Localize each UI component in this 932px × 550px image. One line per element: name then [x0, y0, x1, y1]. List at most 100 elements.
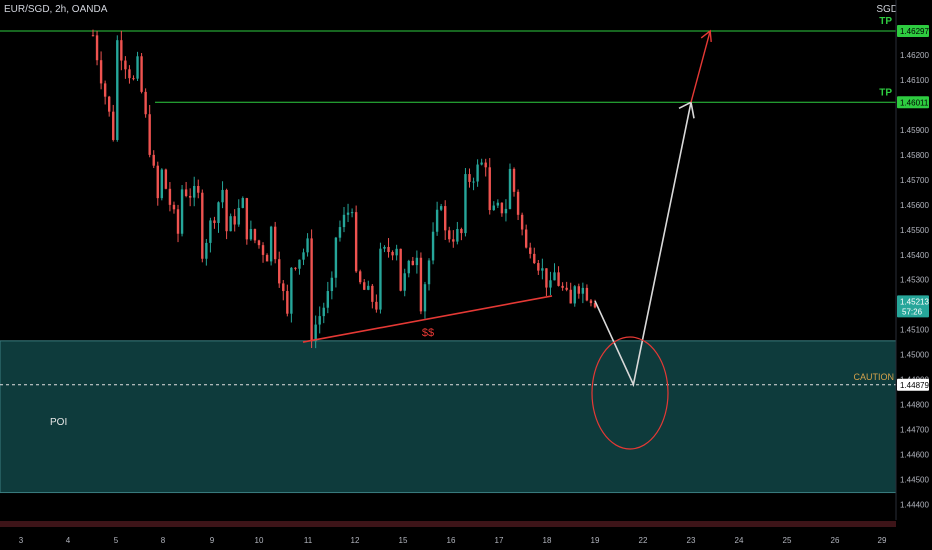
candle-body	[569, 289, 572, 304]
candle-body	[444, 206, 447, 231]
y-tick-label: 1.45900	[900, 126, 929, 135]
candle-body	[184, 189, 188, 196]
x-tick-label: 4	[66, 536, 71, 545]
candle-body	[294, 267, 297, 269]
candle-body	[261, 245, 265, 255]
candle-body	[302, 252, 305, 260]
candle-body	[423, 284, 427, 312]
candle-body	[269, 226, 273, 262]
last-price-tag: 1.45213	[900, 297, 929, 306]
candle-body	[346, 212, 350, 215]
x-tick-label: 25	[783, 536, 792, 545]
chart-header-symbol: EUR/SGD, 2h, OANDA	[4, 4, 108, 15]
candle-body	[152, 154, 155, 166]
y-tick-label: 1.45500	[900, 226, 929, 235]
candle-body	[573, 286, 576, 304]
caution-price-tag-bg	[897, 378, 929, 391]
candle-body	[99, 60, 103, 84]
tp1-price-tag: 1.46297	[900, 27, 929, 36]
candle-body	[91, 35, 95, 37]
candle-body	[391, 251, 394, 256]
candle-body	[403, 273, 406, 291]
target-arrowhead	[700, 29, 712, 43]
candle-body	[464, 174, 467, 234]
x-tick-label: 17	[495, 536, 504, 545]
candle-body	[326, 291, 330, 308]
candle-body	[395, 248, 398, 256]
candle-body	[172, 204, 176, 210]
x-tick-label: 15	[399, 536, 408, 545]
candle-body	[448, 230, 451, 240]
candle-body	[103, 83, 107, 97]
candle-body	[128, 69, 131, 79]
bottom-band	[0, 521, 896, 527]
y-tick-label: 1.46200	[900, 51, 929, 60]
candle-body	[168, 188, 172, 205]
candle-body	[545, 268, 548, 288]
candle-body	[229, 216, 232, 232]
candle-body	[427, 260, 431, 285]
candle-body	[278, 259, 281, 284]
candle-body	[322, 307, 325, 317]
y-tick-label: 1.45800	[900, 151, 929, 160]
poi-label: POI	[50, 417, 67, 428]
candle-body	[132, 78, 135, 80]
y-tick-label: 1.44600	[900, 450, 929, 459]
candle-body	[492, 205, 495, 211]
candle-body	[318, 316, 321, 325]
candle-body	[561, 285, 564, 288]
y-tick-label: 1.45000	[900, 351, 929, 360]
candle-body	[310, 238, 313, 342]
projection-path	[594, 102, 692, 388]
liquidity-label: $$	[422, 327, 434, 339]
poi-zone	[0, 340, 897, 494]
candle-body	[140, 56, 143, 92]
candle-body	[593, 303, 597, 308]
candle-body	[112, 111, 115, 140]
candle-body	[541, 268, 544, 271]
candle-body	[553, 272, 556, 281]
price-axis-currency: SGD	[876, 4, 898, 15]
x-tick-label: 23	[687, 536, 696, 545]
candle-body	[314, 324, 317, 342]
candle-body	[581, 287, 585, 294]
y-tick-label: 1.45400	[900, 251, 929, 260]
candle-body	[480, 162, 483, 165]
projection-arrowhead	[678, 101, 695, 119]
x-tick-label: 29	[878, 536, 887, 545]
candle-body	[371, 285, 374, 302]
candle-body	[419, 257, 423, 312]
candle-body	[452, 239, 455, 242]
candle-body	[516, 191, 520, 215]
candle-body	[557, 272, 560, 286]
candle-body	[193, 185, 196, 198]
candle-body	[221, 189, 224, 203]
candle-body	[95, 35, 99, 61]
candle-body	[484, 162, 487, 168]
x-tick-label: 26	[831, 536, 840, 545]
candle-body	[565, 287, 568, 290]
x-tick-label: 5	[114, 536, 119, 545]
candle-body	[253, 229, 257, 241]
candle-body	[225, 189, 228, 232]
candle-body	[585, 287, 589, 301]
price-axis	[896, 0, 932, 550]
x-tick-label: 3	[19, 536, 24, 545]
candle-body	[334, 237, 338, 278]
candle-body	[209, 220, 212, 243]
candle-body	[411, 260, 415, 266]
y-tick-label: 1.45100	[900, 326, 929, 335]
caution-price-tag: 1.44879	[900, 381, 929, 390]
candle-body	[537, 263, 540, 271]
candle-body	[116, 40, 119, 140]
candle-body	[354, 212, 358, 272]
tp-label-2: TP	[879, 87, 892, 98]
x-tick-label: 11	[304, 536, 313, 545]
last-price-tag-bg	[897, 295, 929, 318]
y-tick-label: 1.45300	[900, 276, 929, 285]
candle-body	[273, 226, 277, 260]
candle-body	[249, 229, 253, 240]
caution-label: CAUTION	[854, 372, 895, 382]
bounce-circle	[591, 336, 669, 450]
